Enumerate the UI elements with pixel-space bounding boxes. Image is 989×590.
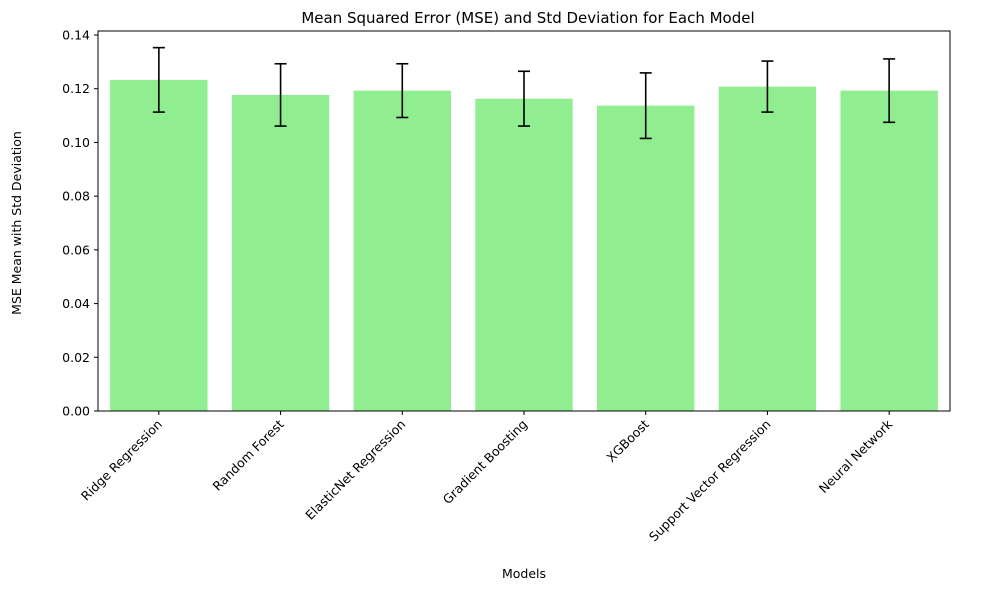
y-tick-label: 0.12 — [62, 81, 90, 96]
bar — [597, 105, 695, 411]
chart-title: Mean Squared Error (MSE) and Std Deviati… — [301, 9, 754, 27]
bar — [353, 90, 451, 412]
x-axis-label: Models — [502, 566, 546, 581]
y-tick-label: 0.02 — [62, 350, 90, 365]
bar — [840, 90, 938, 412]
plot-frame — [97, 30, 951, 412]
bar — [110, 79, 208, 411]
x-tick-label: ElasticNet Regression — [302, 417, 408, 523]
y-tick-label: 0.10 — [62, 135, 90, 150]
plot-area: Ridge Regression Random Forest ElasticNet … — [62, 28, 951, 545]
x-tick-label: XGBoost — [603, 416, 652, 465]
y-axis-label: MSE Mean with Std Deviation — [9, 131, 24, 315]
y-tick-label: 0.06 — [62, 242, 90, 257]
x-tick-label: Random Forest — [210, 416, 287, 493]
bar — [475, 98, 573, 412]
y-tick-label: 0.00 — [62, 404, 90, 419]
x-tick-label: Ridge Regression — [78, 417, 165, 504]
y-tick-label: 0.14 — [62, 28, 90, 43]
x-tick-label: Neural Network — [816, 416, 896, 496]
x-tick-label: Gradient Boosting — [440, 417, 531, 508]
bar — [231, 94, 330, 412]
y-tick-label: 0.08 — [62, 189, 90, 204]
x-tick-label: Support Vector Regression — [646, 417, 774, 545]
bar — [718, 86, 817, 411]
y-tick-label: 0.04 — [62, 296, 90, 311]
